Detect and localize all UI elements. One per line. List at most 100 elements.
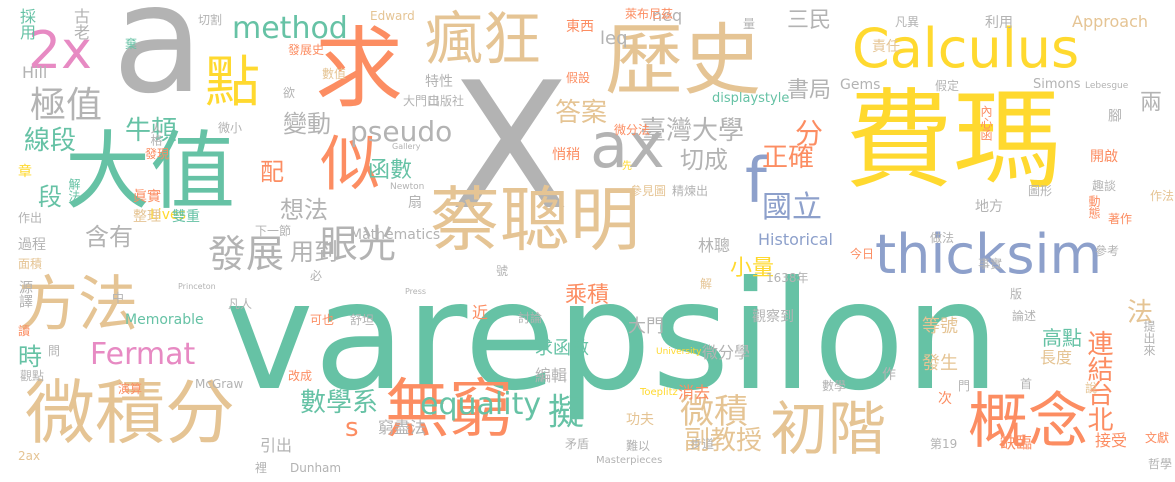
word: 台北 [1083,380,1113,432]
word: 東西 [566,19,594,35]
word: 古老 [71,8,90,40]
word: 責任 [872,39,900,55]
word: Gallery [392,142,421,151]
word: 費瑪 [845,79,1062,204]
word: 概念 [968,387,1088,457]
word: 大門口 [403,94,440,108]
word: 趣談 [1092,179,1117,193]
word: 舒坦 [350,313,375,327]
word: 含有 [85,223,133,251]
word: 問 [48,344,61,358]
word: Masterpieces [596,455,663,466]
word: 出版社 [428,94,465,108]
word: Historical [758,230,833,249]
word: 內心函 [979,105,993,141]
word: s [345,413,359,443]
word: 作出 [18,211,43,225]
word: 文獻 [1145,431,1170,445]
word: 用到 [290,238,338,266]
word: 答案 [555,98,608,128]
word: 先 [622,161,632,172]
word: 首 [1020,377,1033,391]
word: 無窮 [385,373,513,447]
word: 門 [958,379,971,393]
word: Hill [22,63,48,82]
word: 中 [112,291,125,305]
word: 長度 [1040,348,1073,367]
word: 功夫 [626,412,654,428]
word: 參見圖 [630,184,667,198]
word: 採用 [17,8,36,40]
word: pseudo [350,115,453,148]
word: 發展史 [288,43,325,57]
word: 假定 [935,79,960,93]
word: 面積 [18,257,43,271]
word: 過程 [18,237,46,253]
word: 假設 [566,71,591,85]
word: 法 [1127,298,1154,328]
word: Lebesgue [1085,81,1129,91]
word: 矛盾 [565,437,590,451]
word: 兩 [1136,90,1161,112]
word: 凡人 [228,297,253,311]
word: 初階 [770,395,887,463]
word: 特性 [425,74,453,90]
word: 次 [938,391,952,407]
word: 數值 [322,67,347,81]
word: 號 [496,264,509,278]
word: ax [590,109,665,182]
word: Toeplitz [640,387,678,398]
word: 2x [28,21,92,81]
word: 解 [700,277,713,291]
word: 分 [795,117,824,150]
word: thicksim [875,223,1103,286]
word: 悄稍 [552,147,580,163]
word: 整理 [133,209,161,225]
word: 函數 [368,158,413,183]
word: 發現 [145,147,170,161]
word: 眼光 [320,222,397,266]
word: 擬 [548,392,585,433]
word: Simons [1033,77,1081,92]
word: 引出 [260,436,293,455]
word: 可也 [310,313,335,327]
word: 論述 [1012,309,1037,323]
word: 做法 [930,231,955,245]
word: 求函數 [535,338,589,359]
word: 變動 [283,110,331,138]
word: 說 [1085,381,1098,395]
word: Newton [390,182,425,192]
word: Princeton [178,282,216,291]
word: 作 [882,367,896,383]
word: 正確 [762,143,815,173]
word: Calculus [852,17,1080,80]
word: 高點 [1042,326,1082,350]
word: 萊布尼茲 [625,7,674,21]
word: method [232,11,348,46]
word: 方法 [18,270,138,340]
word: 發生 [922,353,958,374]
word: 等號 [922,316,958,337]
word: equality [420,387,542,422]
word: neq [652,6,683,25]
word: 近 [472,303,489,322]
word: 缺臨 [1000,433,1033,452]
word: 利用 [985,15,1013,31]
word: 凡異 [895,15,920,29]
word: 扇 [408,195,422,211]
word: 著作 [1108,212,1133,226]
word: 源譯 [17,280,33,308]
word: 編輯 [535,366,568,385]
word: 量 [743,17,756,31]
word: 大門 [628,316,664,337]
word: 微分學 [702,343,751,362]
word: 觀察到 [752,309,794,325]
word: 臺灣大學 [640,116,745,146]
word: 難以 [626,439,651,453]
word: 哲學 [1148,457,1173,471]
word: 想法 [280,196,328,224]
word: University [656,347,702,357]
word: 章 [18,164,32,180]
word: Mathematics [350,227,441,243]
